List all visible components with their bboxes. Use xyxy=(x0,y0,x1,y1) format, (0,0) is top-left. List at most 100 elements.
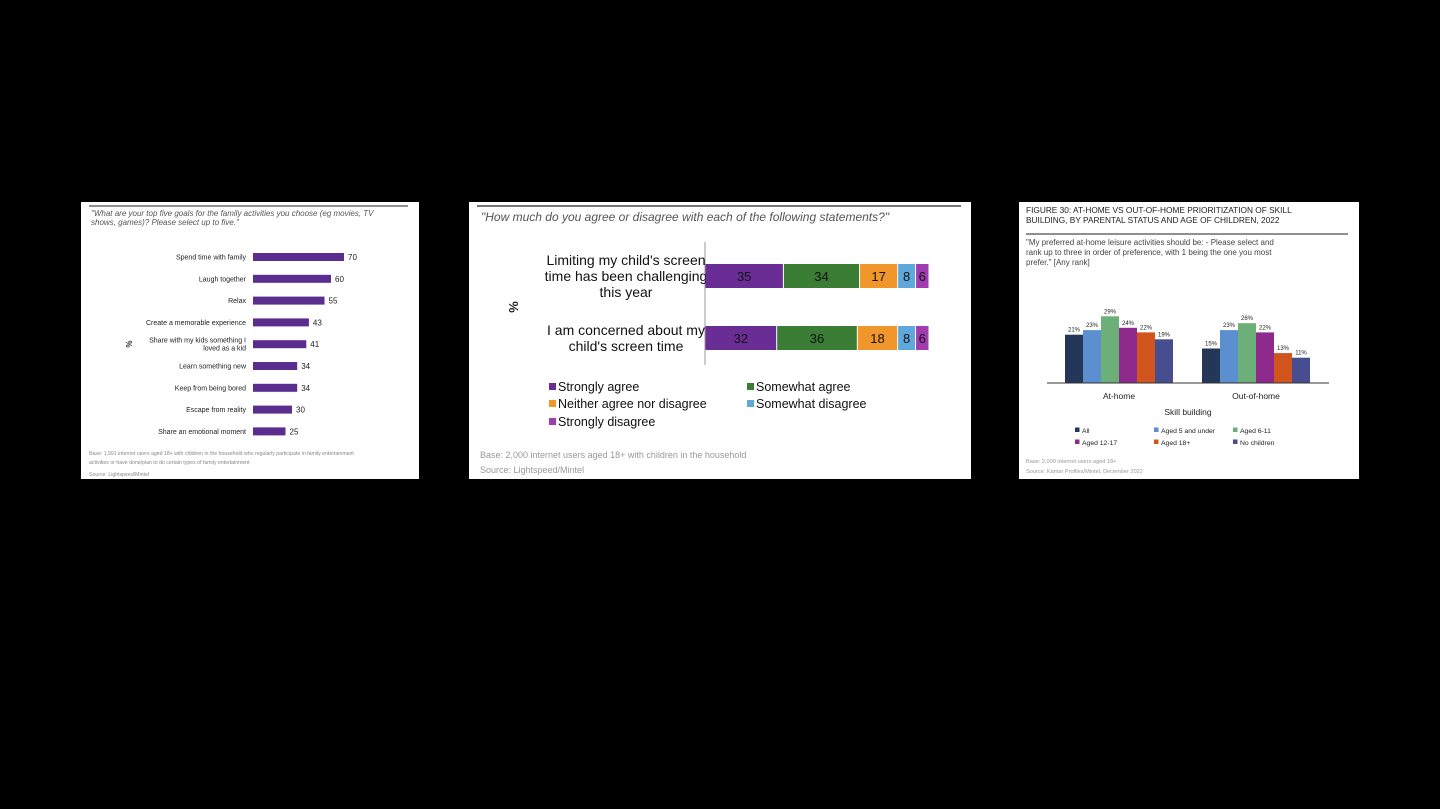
chart-title: "How much do you agree or disagree with … xyxy=(481,210,890,224)
legend-swatch xyxy=(549,418,556,425)
legend-label: Aged 6-11 xyxy=(1240,428,1271,435)
legend-label: All xyxy=(1082,428,1090,435)
x-tick-label: Out-of-home xyxy=(1232,391,1280,401)
data-label: 35 xyxy=(737,269,751,284)
bar xyxy=(1101,316,1119,383)
bar xyxy=(253,340,307,349)
data-label: 34 xyxy=(301,362,310,371)
chart-title: FIGURE 30: AT-HOME VS OUT-OF-HOME PRIORI… xyxy=(1026,205,1292,215)
category-label: Spend time with family xyxy=(176,255,247,262)
chart-subtitle: rank up to three in order of preference,… xyxy=(1026,248,1272,257)
chart-screen-time: "How much do you agree or disagree with … xyxy=(477,205,961,475)
chart-family-goals: "What are your top five goals for the fa… xyxy=(89,205,408,478)
x-tick-label: At-home xyxy=(1103,391,1135,401)
legend-swatch xyxy=(1075,427,1080,432)
chart-panel-screen-time: "How much do you agree or disagree with … xyxy=(469,202,971,479)
data-label: 34 xyxy=(814,269,828,284)
bar xyxy=(1220,330,1238,383)
data-label: 22% xyxy=(1259,325,1272,331)
bar xyxy=(1274,353,1292,383)
y-axis-label: % xyxy=(506,301,521,313)
bar xyxy=(1137,332,1155,383)
chart-title: BUILDING, BY PARENTAL STATUS AND AGE OF … xyxy=(1026,215,1280,225)
legend-label: Strongly disagree xyxy=(558,415,655,429)
data-label: 6 xyxy=(919,331,926,346)
x-axis-label: Skill building xyxy=(1164,407,1212,417)
legend-label: Somewhat agree xyxy=(756,380,851,394)
category-label: child's screen time xyxy=(569,338,684,354)
bar xyxy=(253,274,331,283)
bar-segment xyxy=(898,264,916,288)
data-label: 34 xyxy=(301,384,310,393)
chart-title: "What are your top five goals for the fa… xyxy=(91,209,374,218)
bar xyxy=(253,405,292,414)
bar-segment xyxy=(783,264,860,288)
category-label: Create a memorable experience xyxy=(146,320,246,327)
legend-label: Aged 18+ xyxy=(1161,440,1190,447)
bar xyxy=(253,427,286,436)
legend-label: Aged 5 and under xyxy=(1161,428,1216,435)
category-label: Keep from being bored xyxy=(175,385,246,392)
data-label: 11% xyxy=(1295,351,1307,357)
category-label: Share an emotional moment xyxy=(158,429,246,436)
category-label: Relax xyxy=(228,298,246,305)
category-label: Learn something new xyxy=(179,364,247,371)
data-label: 24% xyxy=(1122,321,1135,327)
legend-label: Strongly agree xyxy=(558,380,639,394)
legend-swatch xyxy=(1233,439,1238,444)
bar xyxy=(1083,330,1101,383)
data-label: 43 xyxy=(313,318,322,327)
bar xyxy=(253,362,298,370)
base-note: activities or have done/plan to do certa… xyxy=(89,460,250,466)
data-label: 60 xyxy=(335,275,344,284)
chart-skill-building: FIGURE 30: AT-HOME VS OUT-OF-HOME PRIORI… xyxy=(1026,205,1348,475)
data-label: 21% xyxy=(1068,328,1081,334)
chart-panel-skill-building: FIGURE 30: AT-HOME VS OUT-OF-HOME PRIORI… xyxy=(1019,202,1359,479)
data-label: 15% xyxy=(1205,342,1218,348)
bar xyxy=(1155,339,1173,383)
category-label: time has been challenging xyxy=(545,268,708,284)
data-label: 32 xyxy=(734,331,748,346)
bar xyxy=(1202,348,1220,383)
bar xyxy=(253,318,309,327)
legend-label: No children xyxy=(1240,440,1275,447)
data-label: 6 xyxy=(919,269,926,284)
bar xyxy=(1119,327,1137,383)
category-label: Laugh together xyxy=(199,276,247,283)
bar xyxy=(253,383,298,392)
bar-segment xyxy=(898,326,916,350)
data-label: 30 xyxy=(296,406,305,415)
chart-subtitle: prefer." [Any rank] xyxy=(1026,258,1090,267)
source-note: Source: Kantar Profiles/Mintel, December… xyxy=(1026,469,1143,475)
data-label: 22% xyxy=(1140,325,1153,331)
data-label: 55 xyxy=(329,297,338,306)
legend-swatch xyxy=(1075,439,1080,444)
category-label: Share with my kids something I xyxy=(149,338,246,345)
bar-segment xyxy=(860,264,898,288)
source-note: Source: Lightspeed/Mintel xyxy=(89,472,149,478)
base-note: Base: 2,000 internet users aged 18+ with… xyxy=(480,450,746,460)
y-axis-label: % xyxy=(124,340,133,347)
bar xyxy=(253,296,325,305)
bar xyxy=(1238,323,1256,383)
category-label: Escape from reality xyxy=(186,407,246,414)
data-label: 18 xyxy=(870,331,884,346)
legend-swatch xyxy=(549,383,556,390)
chart-title: shows, games)? Please select up to five.… xyxy=(91,218,240,227)
data-label: 26% xyxy=(1241,316,1254,322)
legend-label: Aged 12-17 xyxy=(1082,440,1117,447)
legend-swatch xyxy=(1233,427,1238,432)
source-note: Source: Lightspeed/Mintel xyxy=(480,465,584,475)
legend-swatch xyxy=(1154,427,1159,432)
bar xyxy=(1256,332,1274,383)
bar-segment xyxy=(916,264,929,288)
data-label: 19% xyxy=(1158,332,1171,338)
bar xyxy=(1065,334,1083,383)
data-label: 29% xyxy=(1104,309,1117,315)
category-label: loved as a kid xyxy=(203,346,246,353)
data-label: 23% xyxy=(1223,323,1236,329)
data-label: 17 xyxy=(871,269,885,284)
bar-segment xyxy=(777,326,857,350)
category-label: Limiting my child's screen xyxy=(546,252,705,268)
category-label: this year xyxy=(600,284,653,300)
